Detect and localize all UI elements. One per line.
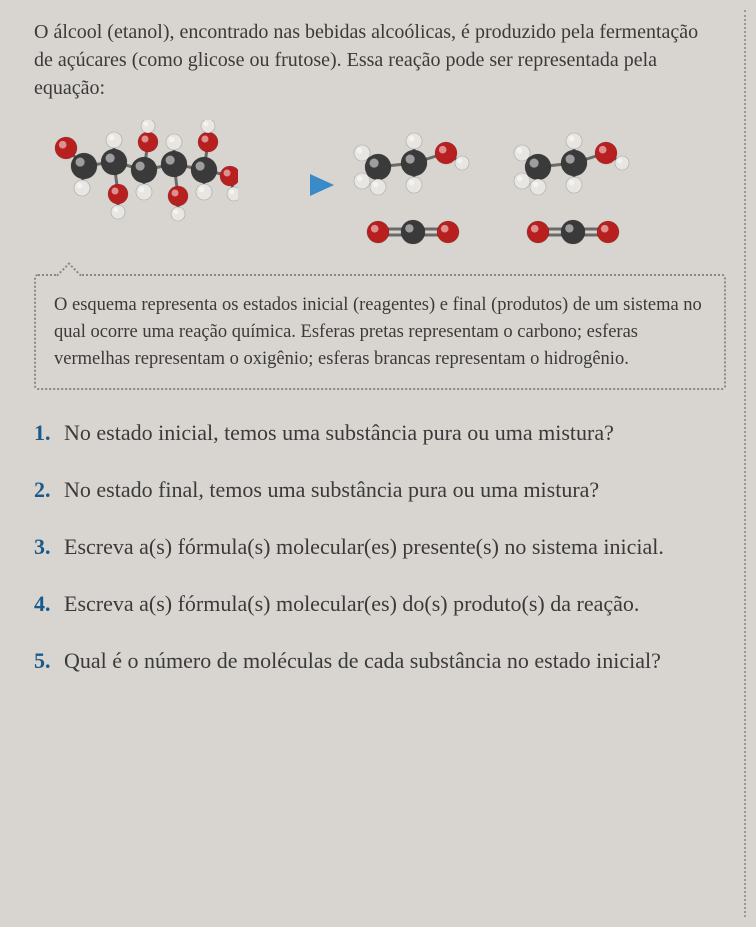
question-number: 3. [34, 530, 64, 563]
question-text: No estado inicial, temos uma substância … [64, 416, 720, 449]
glucose-molecule [38, 120, 238, 250]
question-text: No estado final, temos uma substância pu… [64, 473, 720, 506]
co2-molecule [518, 217, 628, 247]
ethanol-molecule [348, 123, 478, 203]
products-group [348, 123, 638, 247]
ethanol-molecule [508, 123, 638, 203]
question-text: Escreva a(s) fórmula(s) molecular(es) do… [64, 587, 720, 620]
question-number: 5. [34, 644, 64, 677]
intro-paragraph: O álcool (etanol), encontrado nas bebida… [34, 18, 726, 102]
question-item: 1. No estado inicial, temos uma substânc… [34, 416, 720, 449]
right-dotted-border [744, 10, 746, 917]
question-item: 5. Qual é o número de moléculas de cada … [34, 644, 720, 677]
question-text: Escreva a(s) fórmula(s) molecular(es) pr… [64, 530, 720, 563]
question-number: 4. [34, 587, 64, 620]
legend-box: O esquema representa os estados inicial … [34, 274, 726, 390]
question-list: 1. No estado inicial, temos uma substânc… [34, 416, 726, 677]
question-number: 2. [34, 473, 64, 506]
reaction-arrow-icon [248, 170, 338, 200]
question-text: Qual é o número de moléculas de cada sub… [64, 644, 720, 677]
legend-text: O esquema representa os estados inicial … [54, 295, 702, 369]
question-item: 3. Escreva a(s) fórmula(s) molecular(es)… [34, 530, 720, 563]
co2-molecule [358, 217, 468, 247]
question-number: 1. [34, 416, 64, 449]
question-item: 2. No estado final, temos uma substância… [34, 473, 720, 506]
question-item: 4. Escreva a(s) fórmula(s) molecular(es)… [34, 587, 720, 620]
molecule-diagram [34, 120, 726, 250]
